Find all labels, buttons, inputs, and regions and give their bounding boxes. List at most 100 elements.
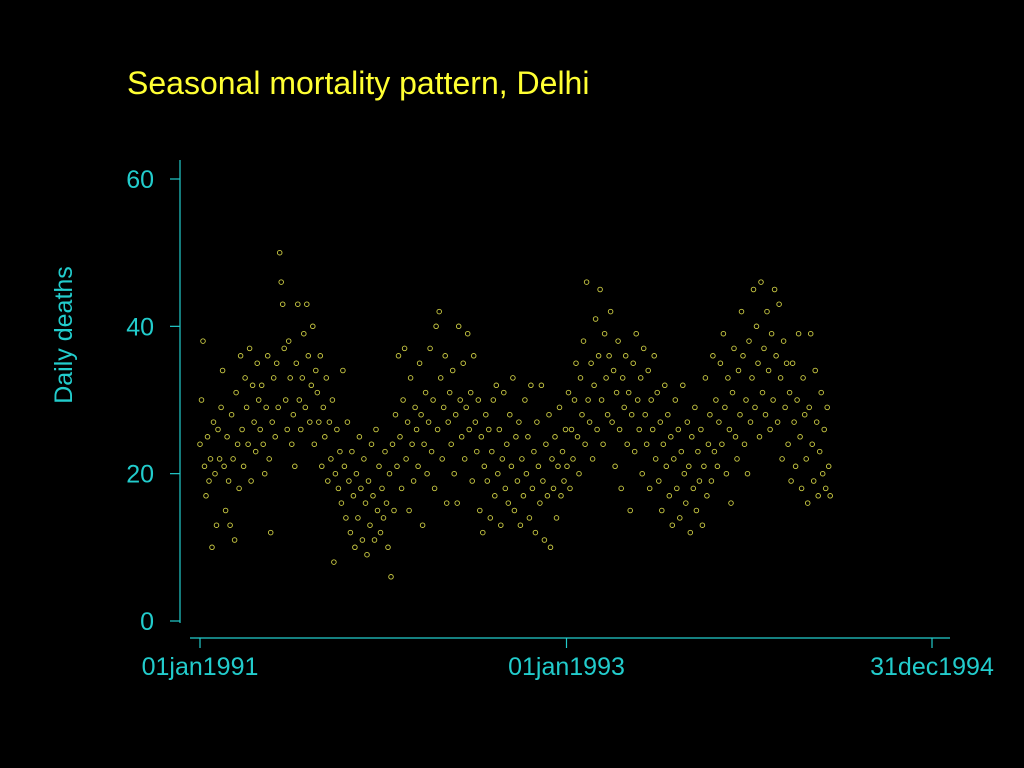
data-point [477, 507, 483, 514]
data-point [714, 463, 721, 470]
data-point [320, 404, 327, 411]
data-point [816, 448, 823, 455]
data-point [519, 456, 525, 462]
data-point [720, 330, 727, 337]
data-point [529, 485, 536, 492]
data-point [510, 375, 516, 381]
data-point [594, 426, 600, 433]
data-point [452, 411, 459, 418]
data-point [677, 515, 683, 521]
data-point [761, 345, 767, 352]
data-point [239, 426, 245, 433]
data-point [340, 367, 346, 374]
data-point [574, 434, 581, 440]
data-point [540, 478, 546, 484]
data-point [353, 470, 360, 477]
data-point [299, 375, 306, 381]
data-point [341, 463, 348, 470]
data-point [798, 485, 805, 492]
data-point [251, 419, 257, 425]
data-point [732, 434, 739, 440]
data-point [222, 507, 229, 514]
data-point [245, 441, 251, 447]
data-point [331, 559, 337, 565]
data-point [224, 434, 230, 440]
data-point [261, 470, 268, 477]
data-point [615, 338, 621, 344]
data-point [741, 441, 748, 447]
data-point [267, 529, 274, 536]
data-point [501, 389, 507, 396]
data-point [243, 404, 250, 411]
data-point [505, 500, 512, 506]
data-point [227, 522, 233, 528]
data-point [603, 375, 609, 381]
data-point [289, 441, 295, 447]
data-point [726, 426, 733, 433]
data-point [394, 463, 400, 470]
data-point [767, 426, 773, 433]
data-point [206, 478, 212, 484]
data-point [221, 463, 227, 470]
data-point [738, 308, 745, 315]
data-point [544, 493, 551, 499]
data-point [546, 411, 552, 418]
data-point [553, 515, 560, 521]
data-point [395, 353, 402, 359]
data-point [486, 426, 492, 433]
data-point [813, 419, 820, 425]
data-point [696, 478, 703, 484]
data-point [689, 434, 695, 440]
data-point [604, 411, 611, 418]
data-point [797, 434, 803, 440]
data-point [559, 448, 566, 455]
data-point [234, 441, 241, 447]
data-point [755, 360, 761, 366]
data-point [314, 389, 321, 396]
data-point [278, 279, 284, 285]
data-point [774, 419, 781, 425]
data-point [204, 434, 211, 440]
data-point [777, 375, 784, 381]
data-point [631, 448, 638, 455]
data-point [200, 338, 206, 344]
data-point [804, 500, 811, 506]
data-point [573, 360, 579, 366]
data-point [329, 397, 336, 403]
data-point [323, 375, 330, 381]
data-point [275, 404, 281, 411]
data-point [517, 522, 524, 528]
data-point [541, 537, 548, 543]
data-point [537, 500, 543, 506]
data-point [630, 360, 636, 366]
data-point [263, 404, 269, 411]
data-point [284, 426, 290, 433]
data-point [373, 426, 379, 433]
data-point [705, 441, 712, 447]
data-point [349, 448, 355, 455]
data-point [389, 441, 396, 447]
data-point [800, 375, 806, 381]
data-point [305, 353, 312, 359]
data-point [433, 323, 439, 330]
data-point [484, 478, 491, 484]
data-point [764, 308, 770, 315]
data-point [502, 485, 509, 492]
data-point [218, 404, 224, 411]
data-point [547, 544, 554, 551]
data-point [451, 470, 457, 477]
data-point [618, 485, 624, 492]
data-point [640, 345, 647, 352]
data-point [571, 397, 578, 403]
data-point [678, 448, 685, 455]
data-point [827, 493, 833, 499]
data-point [203, 493, 209, 499]
data-point [240, 463, 247, 470]
y-tick-label: 60 [126, 166, 154, 194]
data-point [773, 353, 779, 359]
data-point [812, 367, 818, 374]
data-point [662, 382, 668, 389]
data-point [492, 493, 498, 499]
data-point [591, 382, 597, 389]
data-point [609, 419, 615, 425]
